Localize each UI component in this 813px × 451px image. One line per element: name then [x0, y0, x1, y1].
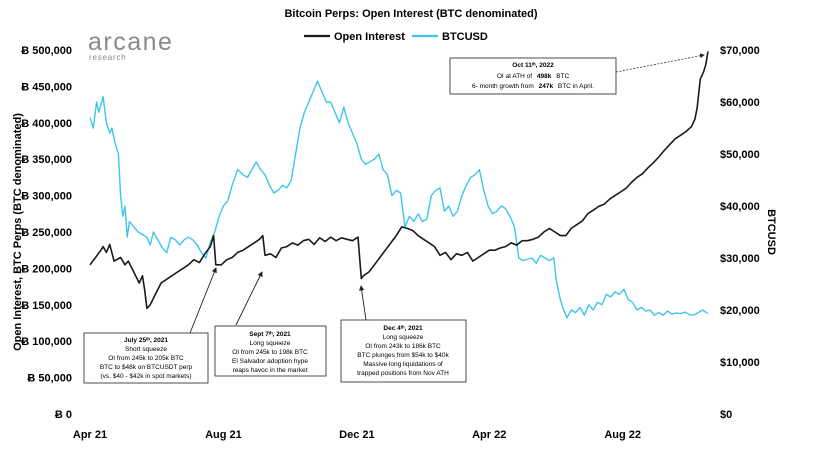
x-tick-label: Aug 22 — [604, 429, 641, 441]
svg-text:reaps havoc in the market: reaps havoc in the market — [233, 367, 308, 374]
legend-label-btcusd: BTCUSD — [442, 31, 488, 43]
legend: Open Interest BTCUSD — [304, 31, 488, 43]
svg-text:OI at ATH of 498k: OI at ATH of 498k BTC — [497, 73, 570, 80]
y-left-tick-label: Ƀ 400,000 — [21, 118, 72, 130]
annotation-ath: Oct 11ᵗʰ, 2022 OI at ATH of 498k BTC 6- … — [449, 57, 617, 95]
svg-text:El Salvador adoption hype: El Salvador adoption hype — [232, 358, 308, 365]
svg-text:6- month growth from 2: 6- month growth from 247k BTC in April. — [472, 83, 594, 90]
y-left-tick-label: Ƀ 0 — [55, 409, 72, 421]
series-line-btcusd — [89, 80, 709, 319]
y-left-tick-label: Ƀ 350,000 — [21, 154, 72, 166]
annotation-arrow-ath — [615, 53, 705, 73]
annotation-sep: Sept 7ᵗʰ, 2021 Long squeeze OI from 245k… — [214, 325, 327, 377]
chart-title: Bitcoin Perps: Open Interest (BTC denomi… — [284, 8, 537, 20]
y-left-tick-label: Ƀ 250,000 — [21, 227, 72, 239]
y-left-tick-label: Ƀ 50,000 — [27, 373, 72, 385]
svg-text:OI from 243k to 186k BTC: OI from 243k to 186k BTC — [365, 343, 441, 350]
y-axis-right-ticks: $0 $10,000 $20,000 $30,000 $40,000 $50,000 $60… — [720, 45, 760, 421]
y-right-tick-label: $60,000 — [720, 97, 760, 109]
y-right-tick-label: $70,000 — [720, 45, 760, 57]
y-axis-right-title: BTCUSD — [765, 209, 777, 255]
series-line-open-interest — [89, 51, 709, 310]
y-axis-left-title: Open Interest, BTC Perps (BTC denominate… — [12, 113, 24, 351]
svg-text:OI from 245k to 205k BTC: OI from 245k to 205k BTC — [108, 355, 184, 362]
annotation-dec: Dec 4ᵗʰ, 2021 Long squeeze OI from 243k … — [340, 319, 467, 383]
y-right-tick-label: $40,000 — [720, 201, 760, 213]
y-left-tick-label: Ƀ 200,000 — [21, 263, 72, 275]
svg-text:Oct 11ᵗʰ, 2022: Oct 11ᵗʰ, 2022 — [512, 62, 554, 69]
y-left-tick-label: Ƀ 150,000 — [21, 300, 72, 312]
svg-text:OI from 245k to 198k BTC: OI from 245k to 198k BTC — [232, 349, 308, 356]
y-right-tick-label: $10,000 — [720, 357, 760, 369]
annotation-arrow-dec — [358, 285, 367, 321]
svg-text:trapped positions from Nov ATH: trapped positions from Nov ATH — [357, 370, 449, 377]
x-axis-ticks: Apr 21 Aug 21 Dec 21 Apr 22 Aug 22 — [73, 429, 641, 441]
y-right-tick-label: $20,000 — [720, 305, 760, 317]
x-tick-label: Apr 21 — [73, 429, 107, 441]
svg-text:Dec 4ᵗʰ, 2021: Dec 4ᵗʰ, 2021 — [383, 325, 423, 332]
svg-text:Short squeeze: Short squeeze — [125, 346, 167, 353]
x-tick-label: Aug 21 — [205, 429, 242, 441]
annotation-arrow-sep — [235, 271, 263, 326]
legend-label-open-interest: Open Interest — [334, 31, 405, 43]
y-right-tick-label: $30,000 — [720, 253, 760, 265]
annotation-jul: July 25ᵗʰ, 2021 Short squeeze OI from 24… — [83, 332, 209, 384]
svg-text:Long squeeze: Long squeeze — [383, 334, 424, 341]
svg-text:Sept 7ᵗʰ, 2021: Sept 7ᵗʰ, 2021 — [249, 331, 291, 338]
y-left-tick-label: Ƀ 100,000 — [21, 336, 72, 348]
svg-text:BTC plunges from $54k to $40k: BTC plunges from $54k to $40k — [357, 352, 449, 359]
svg-text:BTC to $48k on BTCUSDT perp: BTC to $48k on BTCUSDT perp — [100, 364, 193, 371]
svg-text:(vs. $40 - $42k in spot market: (vs. $40 - $42k in spot markets) — [100, 373, 191, 380]
y-left-tick-label: Ƀ 300,000 — [21, 191, 72, 203]
brand-logo-sub: research — [89, 53, 127, 62]
svg-text:July 25ᵗʰ, 2021: July 25ᵗʰ, 2021 — [124, 337, 168, 344]
y-left-tick-label: Ƀ 450,000 — [21, 81, 72, 93]
y-right-tick-label: $50,000 — [720, 149, 760, 161]
x-tick-label: Apr 22 — [472, 429, 506, 441]
brand-logo-name: arcane — [88, 28, 173, 56]
x-tick-label: Dec 21 — [339, 429, 374, 441]
y-axis-left-ticks: Ƀ 0 Ƀ 50,000 Ƀ 100,000 Ƀ 150,000 Ƀ 200,000 Ƀ … — [21, 45, 72, 421]
annotation-arrow-jul — [189, 267, 217, 334]
svg-text:Long squeeze: Long squeeze — [250, 340, 291, 347]
svg-text:Massive long liquidations of: Massive long liquidations of — [363, 361, 443, 368]
y-right-tick-label: $0 — [720, 409, 732, 421]
y-left-tick-label: Ƀ 500,000 — [21, 45, 72, 57]
